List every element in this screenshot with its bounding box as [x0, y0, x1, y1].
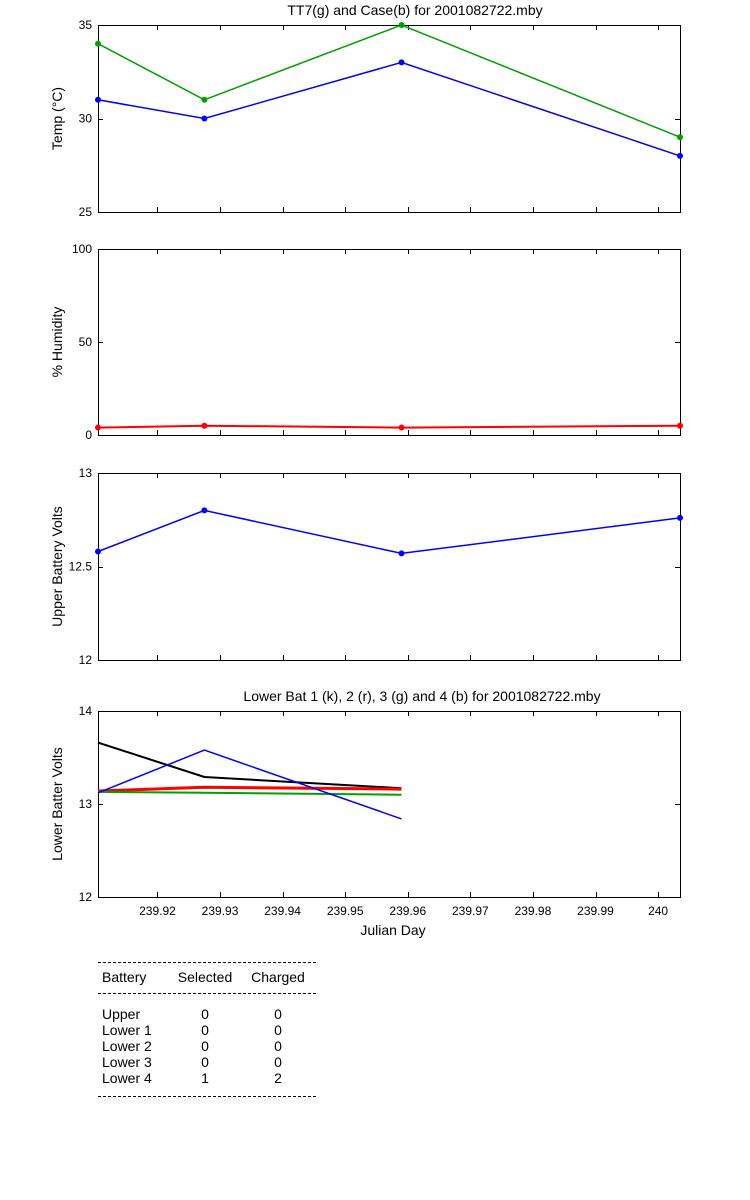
- x-tick-label: 239.95: [327, 904, 364, 918]
- x-tick-label: 239.99: [577, 904, 614, 918]
- data-point: [95, 424, 101, 431]
- x-tick-label: 240: [648, 904, 668, 918]
- x-tick-label: 239.97: [452, 904, 489, 918]
- data-point: [677, 134, 683, 141]
- y-tick-label: 35: [79, 18, 93, 32]
- plot-frame: [98, 25, 681, 213]
- chart-panel-4: 12 13 14 239.92 239.93 239.94 239.95 239.96 239.…: [49, 688, 681, 938]
- data-point: [95, 96, 101, 103]
- header-selected: Selected: [177, 969, 233, 985]
- charged-value: 0: [274, 1022, 282, 1038]
- data-point: [398, 550, 405, 557]
- y-axis-label: % Humidity: [49, 307, 65, 378]
- selected-value: 0: [201, 1006, 209, 1022]
- series-line-tt7: [97, 24, 681, 138]
- data-point: [398, 424, 405, 431]
- y-tick-label: 50: [79, 335, 93, 349]
- charged-value: 2: [274, 1070, 282, 1086]
- y-axis-label: Lower Batter Volts: [49, 747, 65, 861]
- charged-value: 0: [274, 1038, 282, 1054]
- y-tick-label: 30: [79, 112, 93, 126]
- series-line-lower-2: [97, 785, 402, 793]
- y-axis-label: Temp (°C): [49, 87, 65, 150]
- x-tick-label: 239.98: [515, 904, 552, 918]
- selected-value: 0: [201, 1022, 209, 1038]
- table-row: Lower 1 0 0: [98, 1022, 318, 1038]
- series-line-lower-1: [97, 741, 402, 790]
- y-tick-label: 13: [79, 466, 93, 480]
- chart-title: Lower Bat 1 (k), 2 (r), 3 (g) and 4 (b) …: [243, 688, 600, 704]
- data-point: [677, 422, 683, 429]
- table-top-rule: [98, 962, 316, 963]
- x-axis-label: Julian Day: [360, 922, 425, 938]
- data-point: [398, 59, 405, 66]
- table-row: Upper 0 0: [98, 1006, 318, 1022]
- table-body: Upper 0 0 Lower 1 0 0 Lower 2 0 0 Lower …: [98, 1006, 318, 1086]
- y-tick-label: 0: [85, 428, 92, 442]
- data-point: [95, 548, 101, 555]
- x-tick-label: 239.93: [202, 904, 239, 918]
- charged-value: 0: [274, 1054, 282, 1070]
- y-tick-label: 14: [79, 704, 93, 718]
- y-axis-label: Upper Battery Volts: [49, 506, 65, 627]
- table-header-row: Battery Selected Charged: [98, 967, 318, 987]
- chart-panel-1: 25 30 35 TT7(g) and Case(b) for 2001082722.…: [49, 2, 683, 219]
- x-tick-label: 239.94: [264, 904, 301, 918]
- table-row: Lower 2 0 0: [98, 1038, 318, 1054]
- battery-status-table: Battery Selected Charged Upper 0 0 Lower…: [98, 962, 318, 1097]
- series-line-lower-4: [97, 749, 402, 820]
- table-header-rule: [98, 993, 316, 994]
- chart-panel-3: 12 12.5 13 Upper Battery Volts: [49, 466, 683, 667]
- battery-name: Upper: [102, 1006, 141, 1022]
- header-battery: Battery: [102, 969, 147, 985]
- charts-canvas: 25 30 35 TT7(g) and Case(b) for 2001082722.…: [49, 2, 683, 938]
- x-tick-label: 239.92: [139, 904, 176, 918]
- y-tick-label: 12: [79, 653, 93, 667]
- y-tick-label: 25: [79, 205, 93, 219]
- series-line-lower-3: [97, 790, 402, 796]
- battery-name: Lower 3: [102, 1054, 152, 1070]
- battery-name: Lower 2: [102, 1038, 152, 1054]
- y-tick-label: 100: [72, 242, 92, 256]
- data-point: [201, 507, 208, 514]
- table-bottom-rule: [98, 1096, 316, 1097]
- x-tick-label: 239.96: [389, 904, 426, 918]
- selected-value: 0: [201, 1054, 209, 1070]
- y-tick-label: 12: [79, 890, 93, 904]
- y-tick-label: 12.5: [69, 560, 93, 574]
- selected-value: 0: [201, 1038, 209, 1054]
- table-row: Lower 3 0 0: [98, 1054, 318, 1070]
- table-row: Lower 4 1 2: [98, 1070, 318, 1086]
- header-charged: Charged: [251, 969, 305, 985]
- data-point: [201, 115, 208, 122]
- series-line-case: [97, 61, 681, 157]
- data-point: [201, 422, 208, 429]
- plot-frame: [98, 473, 681, 661]
- data-point: [677, 514, 683, 521]
- chart-panel-2: 0 50 100 % Humidity: [49, 242, 683, 442]
- charged-value: 0: [274, 1006, 282, 1022]
- series-line-upper: [97, 509, 681, 555]
- data-point: [95, 40, 101, 47]
- battery-name: Lower 4: [102, 1070, 152, 1086]
- battery-name: Lower 1: [102, 1022, 152, 1038]
- series-line-humidity: [97, 424, 681, 429]
- selected-value: 1: [201, 1070, 209, 1086]
- data-point: [201, 96, 208, 103]
- y-tick-label: 13: [79, 797, 93, 811]
- plot-frame: [98, 249, 681, 436]
- plot-frame: [98, 711, 681, 898]
- chart-title: TT7(g) and Case(b) for 2001082722.mby: [287, 2, 542, 18]
- data-point: [677, 152, 683, 159]
- data-point: [398, 22, 405, 28]
